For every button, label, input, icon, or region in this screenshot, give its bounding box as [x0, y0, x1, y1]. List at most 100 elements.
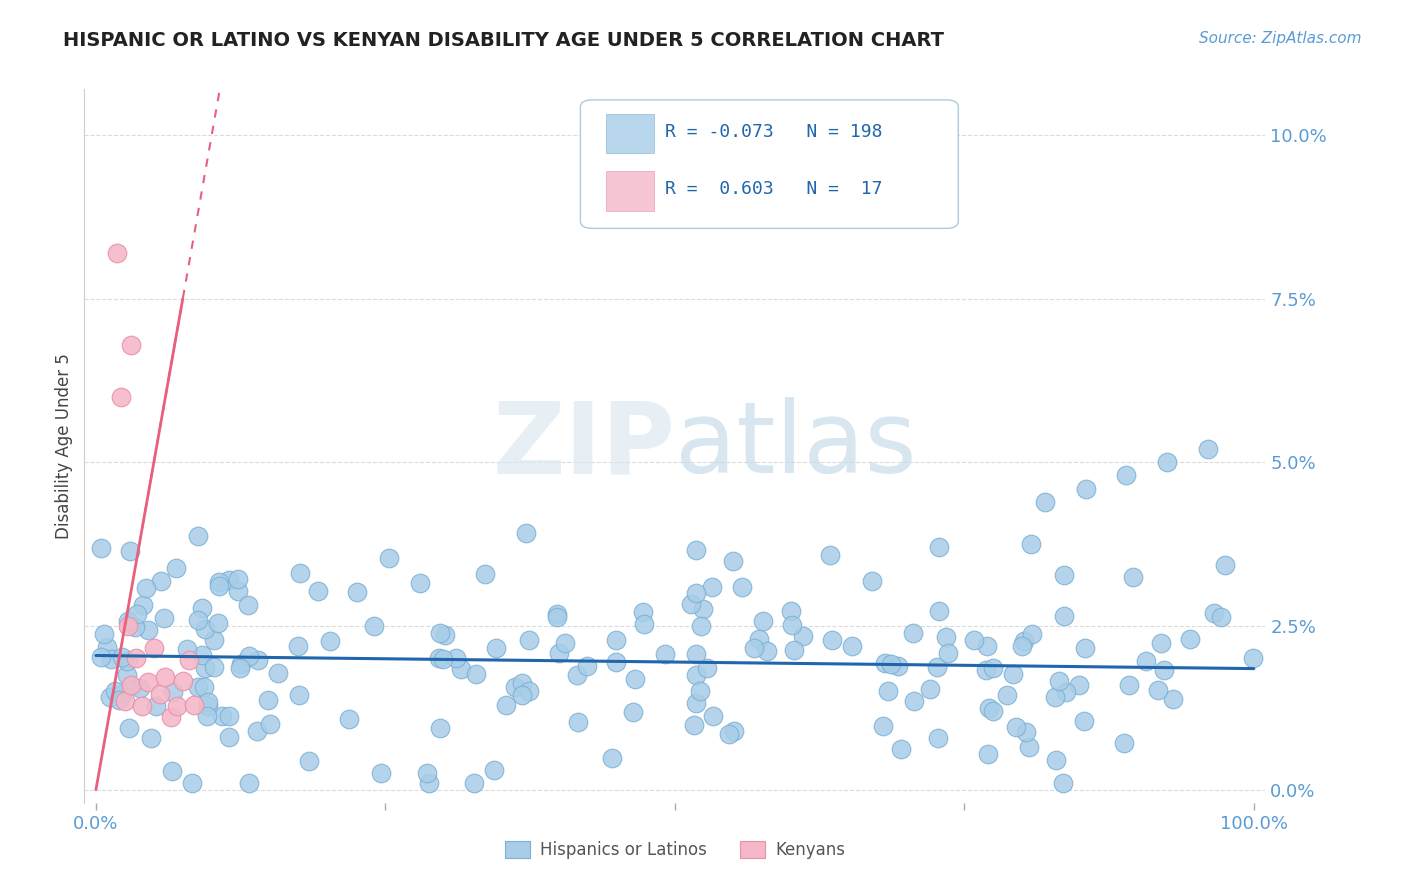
Point: [576, 659, 599, 673]
Point: [872, 719, 894, 733]
Point: [1147, 682, 1170, 697]
Point: [976, 640, 998, 654]
Point: [517, 684, 540, 698]
Point: [111, 650, 134, 665]
Point: [565, 668, 588, 682]
Point: [721, 553, 744, 567]
Point: [981, 704, 1004, 718]
Point: [197, 698, 219, 713]
Point: [416, 766, 439, 780]
Point: [115, 668, 138, 682]
Point: [474, 567, 496, 582]
Point: [1043, 690, 1066, 704]
FancyBboxPatch shape: [581, 100, 959, 228]
Point: [111, 687, 134, 701]
Point: [780, 604, 803, 618]
Point: [821, 633, 844, 648]
Point: [546, 607, 568, 622]
Point: [782, 643, 804, 657]
Y-axis label: Disability Age Under 5: Disability Age Under 5: [55, 353, 73, 539]
Point: [363, 619, 385, 633]
Point: [873, 657, 896, 671]
Point: [683, 718, 706, 732]
Text: R = -0.073   N = 198: R = -0.073 N = 198: [665, 123, 883, 141]
Point: [702, 709, 724, 723]
Point: [918, 681, 941, 696]
Point: [903, 693, 925, 707]
Point: [226, 583, 249, 598]
Point: [484, 763, 506, 777]
Point: [208, 578, 231, 592]
Point: [450, 662, 472, 676]
Point: [246, 723, 269, 738]
Point: [429, 626, 451, 640]
Point: [887, 659, 910, 673]
Point: [1053, 568, 1076, 582]
Point: [976, 663, 998, 677]
Point: [187, 680, 209, 694]
Point: [505, 680, 527, 694]
Point: [136, 674, 159, 689]
Point: [1211, 610, 1233, 624]
Point: [186, 529, 208, 543]
Point: [977, 701, 1000, 715]
FancyBboxPatch shape: [606, 114, 654, 153]
Point: [1213, 558, 1236, 572]
Point: [288, 688, 311, 702]
Point: [229, 657, 252, 672]
Point: [202, 633, 225, 648]
Point: [1197, 442, 1219, 457]
Point: [117, 619, 139, 633]
Point: [1011, 639, 1033, 653]
Point: [546, 609, 568, 624]
Point: [193, 680, 215, 694]
Point: [98, 690, 121, 704]
Point: [936, 647, 959, 661]
Point: [495, 698, 517, 713]
Point: [1073, 714, 1095, 728]
Point: [1021, 627, 1043, 641]
Point: [567, 714, 589, 729]
Point: [1156, 455, 1178, 469]
Point: [1053, 608, 1076, 623]
Point: [510, 689, 533, 703]
Point: [554, 635, 576, 649]
Point: [195, 708, 218, 723]
Point: [229, 661, 252, 675]
Point: [346, 585, 368, 599]
Point: [755, 644, 778, 658]
Point: [418, 776, 440, 790]
Point: [1074, 641, 1097, 656]
Point: [131, 698, 153, 713]
Point: [238, 776, 260, 790]
Point: [197, 695, 219, 709]
Point: [685, 586, 707, 600]
Point: [114, 694, 136, 708]
Point: [689, 683, 711, 698]
Point: [194, 622, 217, 636]
Point: [120, 337, 142, 351]
Point: [177, 652, 200, 666]
Point: [160, 710, 183, 724]
Point: [928, 541, 950, 555]
Point: [118, 721, 141, 735]
Point: [104, 684, 127, 698]
Point: [1115, 468, 1137, 483]
Point: [742, 640, 765, 655]
Point: [995, 688, 1018, 702]
Point: [1135, 654, 1157, 668]
Point: [731, 580, 754, 594]
Point: [125, 607, 148, 621]
Point: [202, 660, 225, 674]
Point: [654, 648, 676, 662]
Point: [925, 660, 948, 674]
Point: [1153, 663, 1175, 677]
Point: [138, 624, 160, 638]
Point: [696, 661, 718, 675]
Point: [621, 705, 644, 719]
Point: [517, 632, 540, 647]
Point: [125, 651, 148, 665]
Point: [90, 541, 112, 555]
Point: [841, 639, 863, 653]
Point: [129, 681, 152, 696]
